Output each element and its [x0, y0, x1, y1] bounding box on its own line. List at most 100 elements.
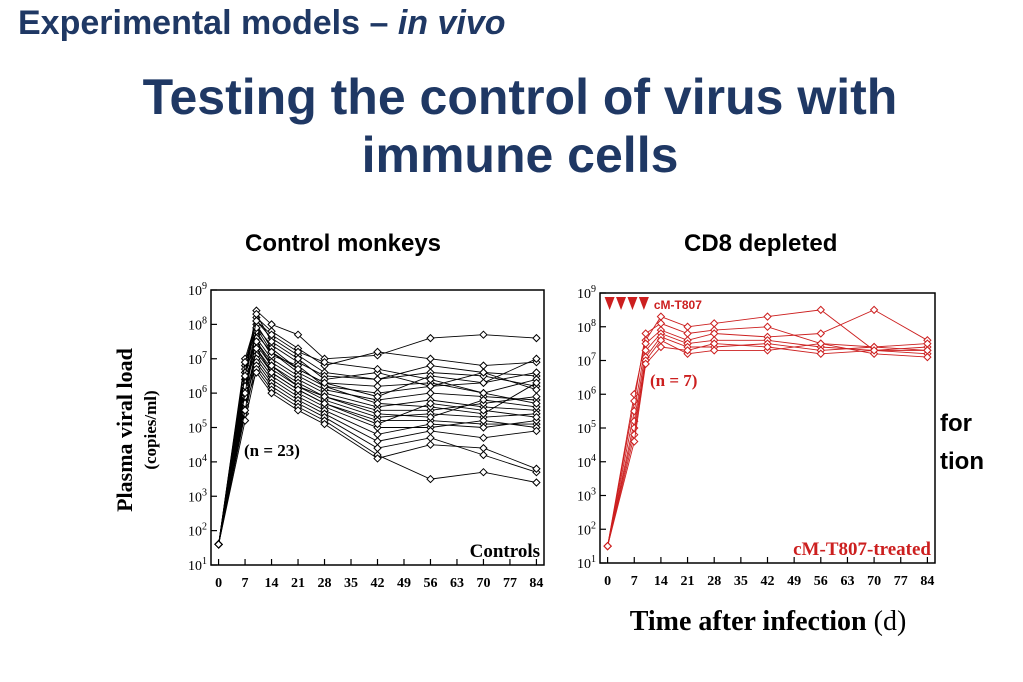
y-tick-label: 104 — [577, 453, 596, 471]
x-tick-label: 21 — [681, 574, 695, 589]
data-point — [252, 344, 261, 353]
y-tick-label: 105 — [577, 419, 596, 437]
y-axis-units: (copies/ml) — [141, 390, 160, 469]
x-tick-label: 21 — [291, 576, 305, 591]
data-point — [709, 346, 719, 355]
data-point — [426, 399, 435, 408]
x-tick-label: 28 — [318, 576, 332, 591]
data-point — [869, 346, 879, 355]
data-point — [373, 430, 382, 439]
data-point — [426, 440, 435, 449]
panel-corner-label: Controls — [470, 541, 540, 562]
x-tick-label: 70 — [476, 576, 490, 591]
y-tick-label: 103 — [577, 487, 596, 505]
x-tick-label: 70 — [867, 574, 881, 589]
y-tick-label-text: 106 — [188, 384, 207, 402]
header-main-text: Experimental models – — [18, 4, 398, 42]
series-line-21 — [218, 326, 537, 545]
y-tick-label: 102 — [577, 520, 596, 538]
x-tick-label: 0 — [215, 576, 222, 591]
data-point — [641, 359, 650, 369]
data-point — [240, 406, 250, 415]
slide-header: Experimental models – in vivo — [18, 4, 506, 43]
series-line-7 — [607, 343, 928, 547]
data-point — [532, 378, 541, 388]
y-tick-label: 106 — [577, 385, 596, 403]
data-point — [683, 322, 692, 331]
data-point — [320, 378, 329, 388]
y-tick-label-text: 108 — [577, 318, 596, 336]
data-point — [532, 368, 541, 377]
data-point — [240, 371, 250, 381]
data-point — [630, 437, 639, 446]
x-tick-label: 49 — [787, 574, 801, 589]
chart-panel-2: 101 102 103 104 105 106 107 108 109 0 7 14 21 28 35 42 4… — [577, 284, 936, 637]
data-point — [320, 419, 329, 429]
series-line-17 — [218, 371, 537, 545]
data-point — [479, 368, 488, 377]
data-point — [373, 399, 382, 408]
x-tick-label: 63 — [840, 574, 854, 589]
treatment-label: cM-T807 — [654, 298, 702, 312]
data-point — [293, 406, 303, 415]
x-tick-label: 77 — [894, 574, 908, 589]
data-point — [479, 406, 488, 415]
x-tick-label: 35 — [734, 574, 748, 589]
data-point — [479, 395, 488, 405]
x-tick-label: 56 — [423, 576, 437, 591]
y-tick-label-text: 107 — [577, 352, 596, 370]
x-tick-label: 84 — [920, 574, 934, 589]
y-tick-label: 108 — [577, 318, 596, 336]
y-tick-label-text: 105 — [188, 419, 207, 437]
x-tick-label: 77 — [503, 576, 517, 591]
data-point — [816, 305, 826, 315]
x-tick-label: 42 — [761, 574, 775, 589]
data-point — [293, 330, 303, 339]
series-line-22 — [218, 347, 537, 545]
y-axis-label: Plasma viral load — [112, 348, 137, 512]
series-line-3 — [218, 319, 537, 545]
data-point — [709, 339, 719, 348]
x-tick-label: 63 — [450, 576, 464, 591]
data-point — [293, 364, 303, 374]
y-tick-label-text: 102 — [577, 520, 596, 538]
y-tick-label: 104 — [188, 453, 207, 471]
y-tick-label: 101 — [577, 554, 596, 572]
y-axis-label-group: Plasma viral load (copies/ml) — [112, 348, 160, 512]
data-point — [479, 378, 488, 388]
data-point — [532, 412, 541, 422]
y-tick-label: 108 — [188, 315, 207, 333]
data-point — [532, 464, 541, 473]
y-tick-label-text: 104 — [577, 453, 596, 471]
panel-heading-right: CD8 depleted — [684, 230, 838, 257]
data-point — [869, 305, 879, 315]
data-point — [373, 382, 382, 391]
x-tick-label: 7 — [242, 576, 249, 591]
data-point — [214, 540, 223, 549]
data-point — [267, 337, 276, 346]
treatment-marker — [638, 297, 649, 310]
data-point — [267, 347, 276, 357]
series-line-16 — [218, 368, 537, 545]
y-tick-label-text: 109 — [188, 281, 207, 299]
data-point — [641, 329, 650, 338]
data-point — [479, 433, 488, 443]
data-point — [426, 382, 435, 391]
y-tick-label-text: 108 — [188, 315, 207, 333]
y-tick-label-text: 109 — [577, 284, 596, 302]
data-point — [479, 423, 488, 432]
data-point — [532, 399, 541, 408]
series-line-13 — [218, 357, 537, 545]
data-point — [426, 361, 435, 370]
data-point — [426, 412, 435, 422]
series-line-20 — [218, 340, 537, 545]
header-italic-text: in vivo — [397, 4, 506, 42]
data-point — [293, 347, 303, 357]
y-tick-label-text: 101 — [188, 556, 207, 574]
y-tick-label: 105 — [188, 419, 207, 437]
data-point — [683, 346, 692, 355]
data-point — [479, 330, 488, 339]
data-point — [426, 433, 435, 443]
y-tick-label-text: 104 — [188, 453, 207, 471]
data-point — [320, 399, 329, 408]
